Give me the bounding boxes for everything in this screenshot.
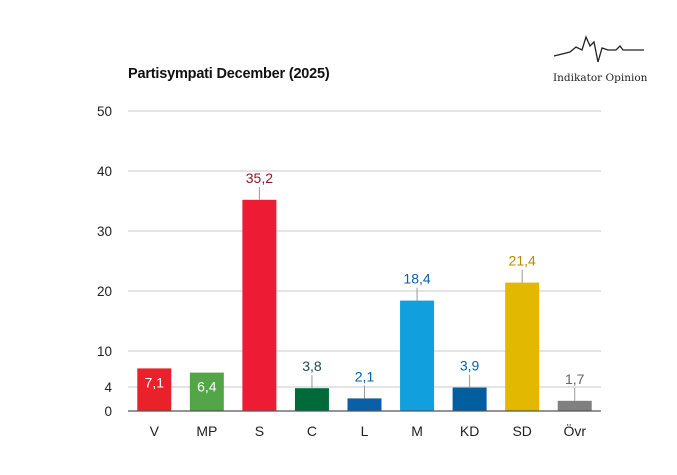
- y-tick-label: 0: [104, 404, 112, 419]
- data-label: 6,4: [197, 379, 217, 395]
- x-tick-label: V: [150, 423, 160, 439]
- bar-Övr: [557, 400, 592, 411]
- bar-KD: [452, 387, 487, 411]
- data-label: 3,8: [302, 358, 322, 374]
- bar-V: [137, 368, 172, 411]
- y-tick-label: 40: [97, 164, 112, 179]
- bars: 7,1 6,4 35,2 3,8 2,1 18,4 3,9 21,4 1,7: [137, 170, 592, 411]
- data-label: 1,7: [565, 371, 585, 387]
- indikator-logo-icon: [553, 35, 644, 63]
- y-tick-label: 20: [97, 284, 112, 299]
- x-axis-ticks: V MP S C L M KD SD Övr: [150, 422, 587, 439]
- bar-SD: [505, 282, 540, 411]
- bar-M: [400, 300, 435, 411]
- data-label: 18,4: [403, 271, 430, 287]
- data-label: 2,1: [355, 368, 375, 384]
- chart-title: Partisympati December (2025): [128, 66, 330, 82]
- x-tick-label: S: [255, 423, 264, 439]
- x-tick-label: M: [411, 423, 423, 439]
- y-tick-label: 50: [97, 104, 112, 119]
- x-tick-label: KD: [460, 423, 479, 439]
- data-label: 35,2: [246, 170, 273, 186]
- y-tick-label: 30: [97, 224, 112, 239]
- bar-C: [294, 388, 329, 411]
- bar-S: [242, 199, 277, 411]
- y-tick-label: 4: [104, 380, 112, 395]
- data-label: 3,9: [460, 358, 480, 374]
- x-tick-label: L: [361, 423, 369, 439]
- bar-L: [347, 398, 382, 411]
- y-axis-ticks: 0 4 10 20 30 40 50: [97, 104, 113, 419]
- x-tick-label: C: [307, 423, 317, 439]
- y-tick-label: 10: [97, 344, 112, 359]
- data-label: 7,1: [145, 374, 165, 390]
- x-tick-label: MP: [196, 423, 217, 439]
- data-label: 21,4: [509, 253, 536, 269]
- bar-MP: [189, 372, 224, 411]
- logo-text: Indikator Opinion: [553, 72, 648, 84]
- x-tick-label: Övr: [563, 422, 586, 439]
- x-tick-label: SD: [512, 423, 531, 439]
